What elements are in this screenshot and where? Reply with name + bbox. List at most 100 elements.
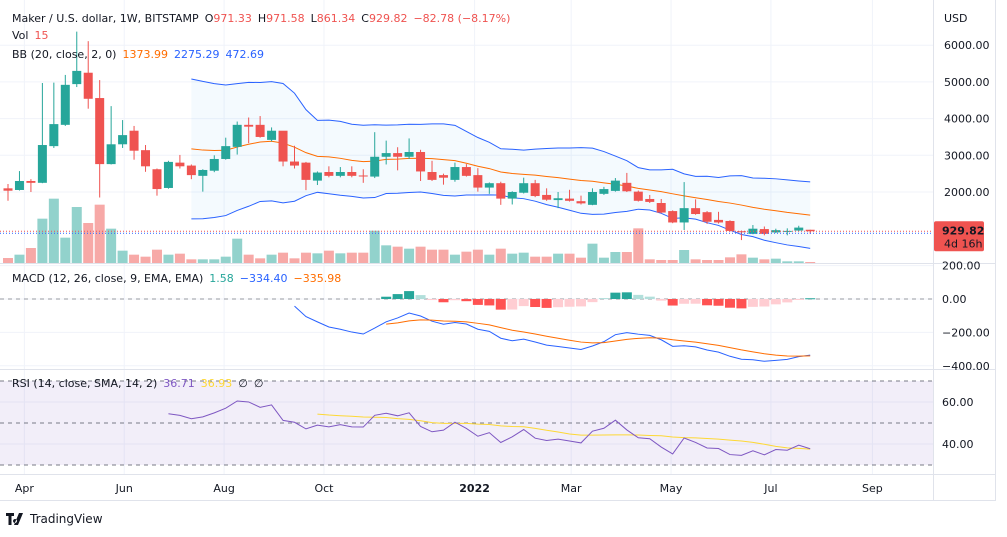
candle-body [3, 188, 13, 191]
macd-signal-line [386, 319, 811, 357]
macd-histogram-bar [530, 299, 541, 308]
volume-bar [369, 230, 380, 263]
macd-histogram-bar [484, 299, 495, 306]
candle-body [324, 171, 334, 176]
volume-bar [117, 250, 128, 263]
candle-body [576, 201, 586, 204]
high-label: H [257, 12, 267, 25]
price-tick-label: 5000.00 [944, 76, 990, 89]
rsi-label: RSI (14, close, SMA, 14, 2) [12, 377, 158, 390]
macd-value: −334.40 [239, 272, 288, 285]
macd-signal-value: −335.98 [293, 272, 342, 285]
high-value: 971.58 [266, 12, 305, 25]
macd-pane[interactable] [0, 291, 933, 362]
volume-bar [358, 252, 369, 263]
volume-legend[interactable]: Vol 15 [12, 29, 54, 43]
last-price-label: 929.82 [942, 224, 984, 237]
rsi-value: 36.71 [163, 377, 195, 390]
rsi-axis[interactable]: 60.00 40.00 [942, 396, 974, 451]
tradingview-logo[interactable]: TradingView [6, 512, 103, 526]
volume-bar [518, 252, 529, 263]
candle-body [221, 146, 231, 159]
volume-bar [60, 237, 71, 263]
candle-body [14, 180, 24, 190]
price-tick-label: 3000.00 [944, 149, 990, 162]
candle-body [106, 144, 116, 165]
candle-body [496, 183, 506, 199]
volume-bar [633, 228, 644, 263]
macd-histogram-bar [392, 294, 403, 299]
tradingview-icon [6, 513, 23, 525]
time-axis[interactable]: Apr Jun Aug Oct 2022 Mar May Jul Sep [15, 482, 883, 495]
macd-histogram-bar [805, 298, 816, 300]
volume-bar [507, 253, 518, 263]
currency-label: USD [944, 12, 968, 25]
candle-body [484, 183, 494, 188]
volume-value: 15 [34, 29, 49, 42]
candle-body [301, 162, 311, 180]
candle-body [633, 191, 643, 201]
open-value: 971.33 [213, 12, 252, 25]
volume-bar [37, 218, 48, 263]
volume-bar [530, 256, 541, 263]
volume-bar [404, 248, 415, 263]
candle-body [565, 198, 575, 201]
volume-bar [163, 254, 174, 263]
volume-bar [220, 256, 231, 263]
macd-histogram-bar [507, 299, 518, 310]
bb-fill [191, 78, 811, 249]
time-tick-label: Jul [763, 482, 777, 495]
macd-histogram-bar [667, 299, 678, 306]
candle-body [805, 229, 815, 232]
macd-histogram-bar [461, 299, 472, 302]
price-axis[interactable]: USD 6000.00 5000.00 4000.00 3000.00 2000.00 92… [934, 12, 990, 252]
volume-bar [770, 258, 781, 263]
bb-legend[interactable]: BB (20, close, 2, 0) 1373.99 2275.29 472.69 [12, 48, 270, 62]
macd-histogram-bar [495, 299, 506, 310]
macd-histogram-bar [564, 299, 575, 307]
price-pane[interactable] [0, 31, 933, 263]
volume-bar [427, 249, 438, 263]
volume-bar [186, 259, 197, 263]
volume-bar [289, 258, 300, 263]
candle-body [587, 192, 597, 205]
rsi-sma-line [317, 413, 811, 450]
candle-body [450, 167, 460, 180]
macd-axis[interactable]: 200.00 0.00 −200.00 −400.00 [942, 260, 990, 373]
volume-bar [83, 223, 94, 263]
rsi-pane[interactable] [168, 400, 811, 456]
candle-body [679, 208, 689, 223]
candle-body [393, 153, 403, 157]
macd-histogram-bar [610, 292, 621, 299]
volume-bar [690, 259, 701, 263]
volume-bar [255, 258, 266, 263]
rsi-legend[interactable]: RSI (14, close, SMA, 14, 2) 36.71 36.93 ∅ ∅ [12, 377, 269, 391]
candle-body [312, 172, 322, 181]
symbol-legend[interactable]: Maker / U.S. dollar, 1W, BITSTAMP O971.33… [12, 12, 516, 26]
candle-body [60, 84, 70, 125]
macd-tick-label: 0.00 [942, 293, 967, 306]
candle-body [438, 175, 448, 178]
candle-body [416, 151, 426, 172]
macd-histogram-bar [427, 299, 438, 301]
candle-body [427, 171, 437, 180]
volume-bar [587, 243, 598, 263]
candle-body [542, 194, 552, 200]
volume-bar [702, 260, 713, 263]
volume-bar [438, 249, 449, 263]
candle-body [244, 124, 254, 127]
candle-body [668, 211, 678, 223]
volume-bar [724, 257, 735, 263]
candle-body [290, 161, 299, 166]
time-tick-label: 2022 [459, 482, 490, 495]
candle-body [725, 220, 735, 231]
pane-separators [0, 0, 996, 501]
macd-histogram-bar [770, 299, 781, 305]
volume-bar [312, 253, 323, 263]
volume-bar [495, 248, 506, 263]
macd-legend[interactable]: MACD (12, 26, close, 9, EMA, EMA) 1.58 −33… [12, 272, 347, 286]
candle-body [175, 162, 185, 167]
volume-bar [610, 252, 621, 263]
volume-bar [656, 260, 667, 263]
